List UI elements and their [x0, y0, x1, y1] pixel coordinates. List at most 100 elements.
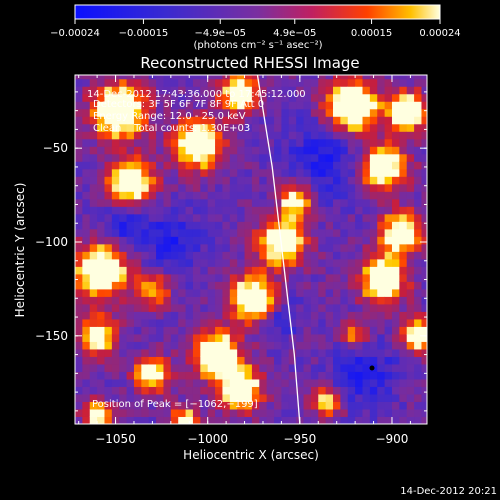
heatmap-cell — [148, 408, 157, 417]
heatmap-cell — [156, 393, 164, 402]
heatmap-cell — [207, 146, 216, 155]
heatmap-cell — [347, 138, 356, 147]
heatmap-cell — [274, 243, 282, 252]
heatmap-cell — [325, 326, 334, 335]
heatmap-cell — [318, 408, 327, 417]
heatmap-cell — [75, 326, 83, 335]
heatmap-cell — [325, 78, 334, 87]
heatmap-cell — [222, 108, 231, 117]
heatmap-cell — [141, 101, 150, 110]
heatmap-cell — [222, 251, 231, 260]
heatmap-cell — [421, 273, 427, 282]
heatmap-cell — [192, 221, 201, 230]
heatmap-cell — [141, 311, 150, 320]
heatmap-cell — [126, 288, 135, 297]
heatmap-cell — [377, 176, 386, 185]
heatmap-cell — [126, 386, 135, 395]
heatmap-cell — [296, 378, 305, 387]
heatmap-cell — [340, 266, 349, 275]
heatmap-cell — [178, 183, 187, 192]
heatmap-cell — [296, 371, 305, 380]
heatmap-cell — [156, 318, 164, 327]
heatmap-cell — [296, 86, 305, 95]
heatmap-cell — [384, 236, 393, 245]
heatmap-cell — [75, 161, 83, 170]
heatmap-cell — [244, 258, 253, 267]
heatmap-cell — [104, 153, 113, 162]
heatmap-cell — [325, 266, 334, 275]
heatmap-cell — [170, 318, 179, 327]
heatmap-cell — [325, 123, 334, 132]
heatmap-cell — [244, 93, 253, 102]
heatmap-cell — [222, 191, 231, 200]
heatmap-cell — [251, 236, 260, 245]
heatmap-cell — [421, 288, 427, 297]
heatmap-cell — [237, 191, 246, 200]
heatmap-cell — [281, 408, 290, 417]
heatmap-cell — [185, 86, 194, 95]
heatmap-cell — [377, 401, 386, 410]
heatmap-cell — [399, 176, 408, 185]
heatmap-cell — [215, 251, 223, 260]
heatmap-cell — [97, 378, 105, 387]
heatmap-cell — [340, 153, 349, 162]
heatmap-cell — [274, 371, 282, 380]
heatmap-cell — [384, 138, 393, 147]
heatmap-cell — [340, 213, 349, 222]
heatmap-cell — [200, 206, 209, 215]
heatmap-cell — [200, 228, 209, 237]
heatmap-cell — [119, 153, 128, 162]
heatmap-cell — [148, 206, 157, 215]
heatmap-cell — [355, 146, 363, 155]
heatmap-cell — [259, 243, 268, 252]
heatmap-cell — [288, 303, 297, 312]
heatmap-cell — [207, 288, 216, 297]
heatmap-cell — [141, 161, 150, 170]
heatmap-cell — [281, 243, 290, 252]
heatmap-cell — [340, 303, 349, 312]
heatmap-cell — [288, 123, 297, 132]
heatmap-cell — [281, 78, 290, 87]
heatmap-cell — [391, 236, 400, 245]
heatmap-cell — [156, 101, 164, 110]
heatmap-cell — [75, 123, 83, 132]
heatmap-cell — [251, 221, 260, 230]
heatmap-cell — [200, 183, 209, 192]
heatmap-cell — [89, 311, 98, 320]
heatmap-cell — [156, 273, 164, 282]
heatmap-cell — [126, 153, 135, 162]
heatmap-cell — [325, 378, 334, 387]
heatmap-cell — [369, 153, 378, 162]
heatmap-cell — [259, 221, 268, 230]
heatmap-cell — [133, 101, 142, 110]
heatmap-cell — [244, 138, 253, 147]
heatmap-cell — [119, 393, 128, 402]
heatmap-cell — [288, 108, 297, 117]
heatmap-cell — [406, 311, 415, 320]
heatmap-cell — [237, 153, 246, 162]
heatmap-cell — [377, 108, 386, 117]
heatmap-cell — [281, 266, 290, 275]
heatmap-cell — [333, 101, 341, 110]
heatmap-cell — [310, 251, 319, 260]
heatmap-cell — [133, 311, 142, 320]
heatmap-cell — [399, 281, 408, 290]
heatmap-cell — [340, 348, 349, 357]
heatmap-cell — [347, 131, 356, 140]
heatmap-cell — [355, 78, 363, 87]
heatmap-cell — [325, 281, 334, 290]
heatmap-cell — [362, 108, 371, 117]
heatmap-cell — [200, 86, 209, 95]
heatmap-cell — [207, 191, 216, 200]
heatmap-cell — [421, 131, 427, 140]
heatmap-cell — [215, 93, 223, 102]
heatmap-cell — [325, 251, 334, 260]
heatmap-cell — [362, 221, 371, 230]
heatmap-cell — [251, 153, 260, 162]
heatmap-cell — [148, 123, 157, 132]
heatmap-cell — [215, 273, 223, 282]
heatmap-cell — [215, 75, 223, 80]
heatmap-cell — [355, 401, 363, 410]
heatmap-cell — [156, 221, 164, 230]
heatmap-cell — [296, 408, 305, 417]
